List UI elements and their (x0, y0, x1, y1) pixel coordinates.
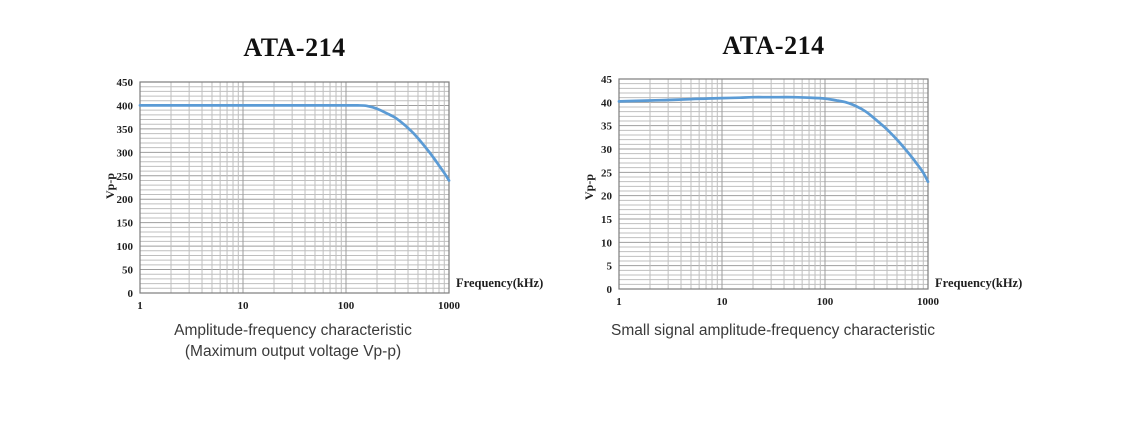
y-tick-label: 40 (601, 97, 613, 109)
y-tick-label: 350 (117, 124, 134, 136)
data-curve (617, 95, 930, 184)
y-tick-label: 0 (607, 284, 613, 296)
y-axis-label-right: Vp-p (582, 174, 596, 201)
x-tick-label: 100 (338, 300, 355, 312)
data-curve (138, 104, 451, 182)
plot-border (618, 78, 929, 290)
chart-plot-area: 0 5 10 15 20 25 30 35 40 45 1 10 100 1000 (601, 74, 940, 308)
y-tick-label: 450 (117, 77, 134, 89)
caption-line: Small signal amplitude-frequency charact… (611, 322, 935, 339)
y-tick-label: 200 (117, 194, 134, 206)
x-tick-label: 1000 (438, 300, 461, 312)
x-tick-label: 1 (137, 300, 143, 312)
x-tick-label: 100 (817, 296, 834, 308)
chart-title-right: ATA-214 (722, 31, 825, 60)
x-tick-label: 1000 (917, 296, 940, 308)
y-axis-label-left: Vp-p (103, 173, 117, 200)
x-tick-label: 10 (717, 296, 729, 308)
x-axis-label-left: Frequency(kHz) (456, 276, 544, 290)
y-tick-label: 10 (601, 237, 613, 249)
y-tick-label: 20 (601, 191, 613, 203)
x-tick-label: 10 (238, 300, 250, 312)
y-tick-label: 15 (601, 214, 613, 226)
y-tick-label: 150 (117, 218, 134, 230)
y-tick-label: 100 (117, 241, 134, 253)
y-tick-label: 50 (122, 265, 134, 277)
y-tick-label: 0 (128, 288, 134, 300)
chart-title-left: ATA-214 (243, 33, 346, 62)
y-tick-label: 300 (117, 147, 134, 159)
x-axis-label-right: Frequency(kHz) (935, 276, 1023, 290)
y-tick-label: 35 (601, 121, 613, 133)
y-tick-label: 25 (601, 167, 613, 179)
x-tick-label: 1 (616, 296, 622, 308)
plot-border (139, 81, 450, 294)
chart-plot-area: 0 50 100 150 200 250 300 350 400 450 1 10 100 1000 (117, 77, 461, 312)
y-tick-label: 5 (607, 261, 613, 273)
y-tick-label: 250 (117, 171, 134, 183)
caption-line: (Maximum output voltage Vp-p) (184, 343, 402, 360)
y-tick-label: 400 (117, 100, 134, 112)
chart-caption-right: Small signal amplitude-frequency charact… (589, 320, 957, 341)
caption-line: Amplitude-frequency characteristic (174, 322, 412, 339)
y-tick-label: 45 (601, 74, 613, 86)
chart-caption-left: Amplitude-frequency characteristic (Maxi… (123, 320, 463, 362)
y-tick-label: 30 (601, 144, 613, 156)
